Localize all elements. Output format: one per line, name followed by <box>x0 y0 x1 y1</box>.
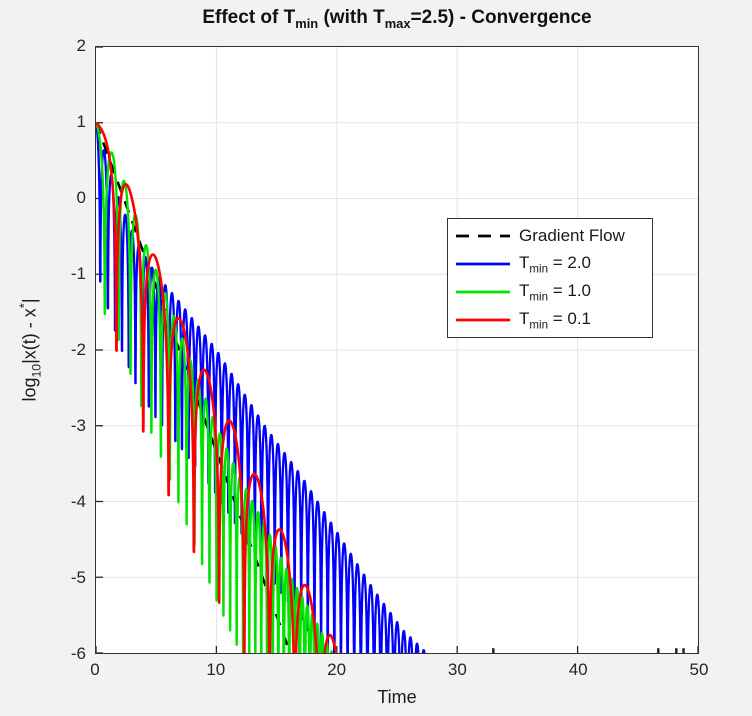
legend: Gradient Flow Tmin = 2.0 Tmin = 1.0 Tmin = … <box>447 218 653 338</box>
series-line-t-min-0-1 <box>96 121 338 653</box>
y-tick-label: 1 <box>76 112 86 131</box>
y-tick-label: -2 <box>70 340 86 359</box>
x-axis-label: Time <box>377 687 417 707</box>
legend-entry: Tmin = 0.1 <box>448 307 652 334</box>
noise-mark <box>682 648 685 653</box>
legend-entry: Gradient Flow <box>448 223 652 250</box>
noise-mark <box>492 648 495 653</box>
x-tick-label: 20 <box>327 660 347 679</box>
series-line-t-min-2-0 <box>96 121 426 653</box>
noise-mark <box>675 648 678 653</box>
legend-line-sample <box>456 234 510 238</box>
x-tick-label: 50 <box>689 660 709 679</box>
legend-entry: Tmin = 2.0 <box>448 251 652 278</box>
legend-label: Tmin = 2.0 <box>519 252 592 276</box>
y-tick-label: -6 <box>70 644 86 663</box>
noise-mark <box>657 648 660 653</box>
legend-label: Tmin = 0.1 <box>519 308 592 332</box>
y-tick-label: 0 <box>76 188 86 207</box>
legend-label: Gradient Flow <box>519 226 625 245</box>
plot-canvas <box>96 47 698 653</box>
plot-area <box>95 46 699 654</box>
x-tick-label: 40 <box>568 660 588 679</box>
y-tick-label: -5 <box>70 568 86 587</box>
y-tick-label: 2 <box>76 36 86 55</box>
x-tick-label: 0 <box>90 660 100 679</box>
x-tick-label: 30 <box>447 660 467 679</box>
chart-title: Effect of Tmin (with Tmax=2.5) - Converg… <box>202 7 592 31</box>
legend-line-sample <box>456 262 510 266</box>
legend-label: Tmin = 1.0 <box>519 280 592 304</box>
legend-line-sample <box>456 290 510 294</box>
legend-entry: Tmin = 1.0 <box>448 279 652 306</box>
x-tick-label: 10 <box>206 660 226 679</box>
y-tick-label: -1 <box>70 264 86 283</box>
y-tick-label: -4 <box>70 492 86 511</box>
y-tick-label: -3 <box>70 416 86 435</box>
legend-line-sample <box>456 318 510 322</box>
